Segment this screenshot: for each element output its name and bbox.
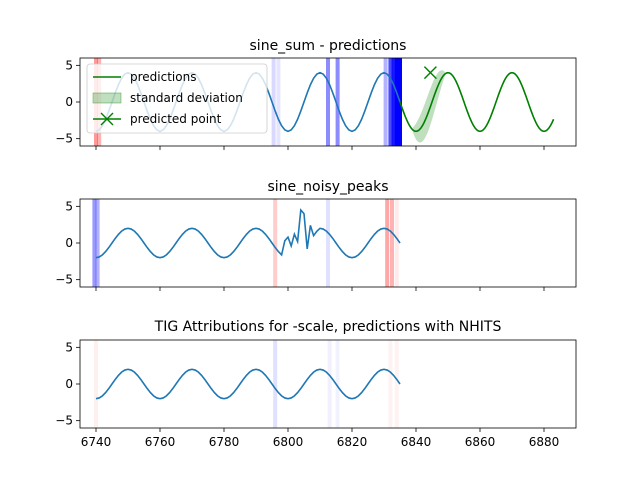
attribution-band (335, 340, 340, 428)
y-tick-label: 0 (65, 236, 73, 250)
x-tick-label: 6860 (465, 435, 496, 449)
attribution-band (94, 340, 98, 428)
attribution-band (273, 199, 278, 287)
attribution-band (327, 340, 332, 428)
legend-swatch-marker (100, 112, 114, 126)
attribution-band (388, 340, 393, 428)
y-axis: −5 0 5 (55, 340, 80, 428)
attribution-band (383, 58, 388, 146)
legend-swatch-patch (92, 92, 122, 104)
predicted-point-marker (423, 66, 437, 80)
legend-label: standard deviation (130, 91, 243, 105)
y-axis: −5 0 5 (55, 199, 80, 287)
legend-label: predictions (130, 70, 196, 84)
attribution-band (273, 340, 278, 428)
attribution-band (391, 58, 396, 146)
y-tick-label: −5 (55, 132, 73, 146)
panel-sine-sum: sine_sum - predictions −5 0 5 predictions s… (55, 38, 577, 150)
attribution-band (394, 199, 399, 287)
prediction-line (399, 71, 555, 133)
attribution-band (92, 199, 97, 287)
panel-title: sine_sum - predictions (250, 38, 407, 54)
attribution-bands (92, 199, 399, 287)
y-tick-label: 0 (65, 377, 73, 391)
panel-title: sine_noisy_peaks (267, 179, 388, 195)
panel-title: TIG Attributions for -scale, predictions… (154, 319, 502, 335)
panel-sine-noisy-peaks: sine_noisy_peaks −5 0 5 (55, 179, 577, 291)
x-axis: 6740 6760 6780 6800 6820 6840 6860 6880 (81, 428, 560, 449)
x-tick-label: 6820 (337, 435, 368, 449)
panel-tig-attributions: TIG Attributions for -scale, predictions… (55, 319, 577, 449)
y-axis: −5 0 5 (55, 58, 80, 146)
x-tick-label: 6780 (209, 435, 240, 449)
series-line (95, 368, 401, 400)
legend: predictions standard deviation predicted p… (86, 63, 268, 134)
y-tick-label: 5 (65, 340, 73, 354)
legend-box (86, 63, 268, 134)
attribution-band (326, 199, 330, 287)
attribution-band (390, 199, 394, 287)
attribution-band (95, 199, 100, 287)
y-tick-label: 5 (65, 199, 73, 213)
attribution-band (276, 58, 281, 146)
series-line (95, 208, 401, 259)
x-axis (95, 146, 545, 150)
x-tick-label: 6760 (145, 435, 176, 449)
x-axis (95, 287, 545, 291)
x-tick-label: 6880 (529, 435, 560, 449)
y-tick-label: −5 (55, 273, 73, 287)
attribution-band (335, 58, 340, 146)
x-tick-label: 6840 (401, 435, 432, 449)
attribution-band (394, 340, 399, 428)
x-tick-label: 6740 (81, 435, 112, 449)
attribution-band (326, 58, 330, 146)
y-tick-label: 5 (65, 58, 73, 72)
attribution-bands (94, 340, 399, 428)
y-tick-label: −5 (55, 414, 73, 428)
y-tick-label: 0 (65, 95, 73, 109)
attribution-band (385, 199, 390, 287)
x-tick-label: 6800 (273, 435, 304, 449)
series-layer (95, 368, 401, 400)
attribution-band (394, 58, 399, 146)
attribution-band (271, 58, 276, 146)
series-layer (95, 208, 401, 259)
attribution-band (388, 58, 393, 146)
legend-label: predicted point (130, 112, 222, 126)
